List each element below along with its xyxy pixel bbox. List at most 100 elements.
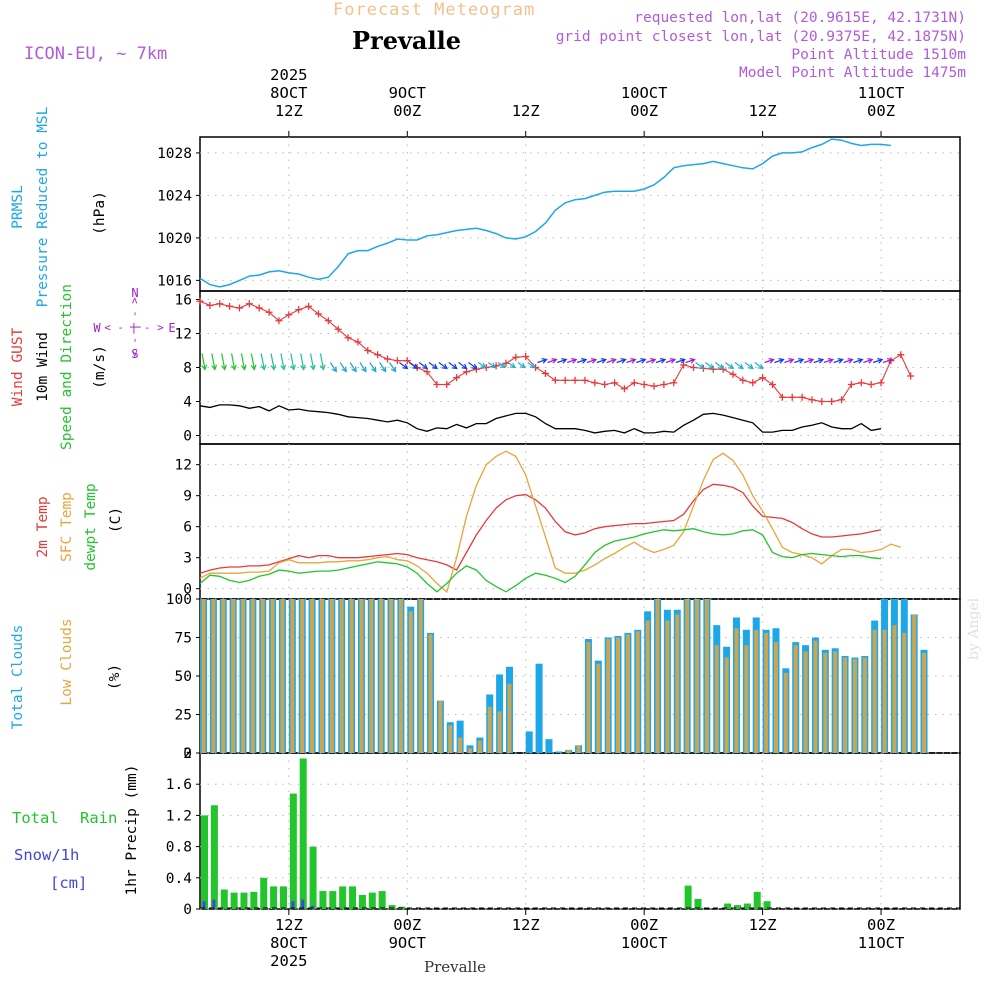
bottom-time-label-0-0: 12Z — [275, 916, 303, 934]
wind-arrow-head — [867, 358, 874, 364]
low-cloud-bar — [902, 632, 907, 753]
gust-marker — [581, 376, 589, 384]
clouds-ytick-label-0: 0 — [183, 746, 192, 762]
gust-marker — [196, 297, 204, 305]
wind-arrow-shaft — [774, 358, 784, 364]
wind-10m-label: 10m Wind — [35, 332, 51, 402]
wind-arrow-head — [698, 363, 705, 370]
top-time-label-0-0: 2025 — [270, 66, 307, 84]
pressure-frame — [199, 136, 961, 292]
wind-arrow-head — [422, 363, 429, 370]
gust-marker — [660, 381, 668, 388]
wind-arrow-head — [319, 364, 326, 371]
wind-arrow-shaft — [764, 358, 774, 364]
wind-ytick-label-0: 0 — [183, 429, 192, 445]
low-cloud-bar — [270, 599, 275, 753]
wind-arrow-shaft — [221, 353, 226, 370]
requested-coords: requested lon,lat (20.9615E, 42.1731N) — [634, 10, 966, 26]
wind-direction-arrow — [389, 362, 397, 373]
top-time-label-1-0: 9OCT — [389, 84, 426, 102]
gust-marker — [778, 393, 786, 401]
low-cloud-bar — [823, 652, 828, 753]
wind-arrow-shaft — [784, 358, 794, 364]
rain-bar — [220, 889, 228, 909]
precip-rain-label: Rain — [80, 809, 117, 827]
wind-direction-arrow — [260, 353, 267, 371]
wind-arrow-shaft — [665, 358, 676, 364]
wind-arrow-head — [561, 358, 568, 364]
wind-arrow-head — [798, 358, 805, 364]
low-cloud-bar — [398, 599, 403, 753]
low-cloud-bar — [685, 599, 690, 753]
wind-direction-arrow — [379, 362, 387, 373]
pressure-unit-label: (hPa) — [92, 191, 108, 235]
compass-n: N — [131, 286, 138, 300]
compass-s: S — [131, 347, 138, 361]
temperature-ytick-label-1: 3 — [183, 551, 192, 567]
wind-arrow-head — [571, 358, 578, 364]
wind-direction-arrow — [458, 362, 468, 370]
wind-arrow-shaft — [567, 358, 577, 364]
low-cloud-bar — [635, 631, 640, 753]
wind-arrow-shaft — [201, 353, 206, 370]
pressure-reduced-label: Pressure Reduced to MSL — [35, 106, 51, 307]
gust-marker — [749, 379, 757, 387]
low-cloud-bar — [833, 651, 838, 753]
wind-arrow-shaft — [695, 362, 704, 369]
wind-arrow-head — [490, 362, 497, 369]
wind-direction-arrow — [636, 358, 647, 364]
wind-direction-arrow — [557, 358, 568, 364]
low-cloud-bar — [655, 599, 660, 753]
low-cloud-bar — [507, 683, 512, 753]
wind-direction-arrow — [626, 358, 637, 364]
gust-marker — [295, 306, 303, 314]
wind-arrow-head — [230, 364, 237, 371]
wind-arrow-head — [240, 364, 247, 371]
rain-bar — [388, 905, 396, 909]
precip-ytick-label-3: 1.2 — [166, 808, 192, 824]
gust-marker — [768, 381, 776, 388]
gust-marker — [838, 396, 846, 404]
wind-direction-arrow — [754, 362, 764, 370]
pressure-ytick-label-0: 1016 — [157, 273, 192, 289]
wind-arrow-head — [201, 364, 208, 371]
precip-snow-label: Snow/1h — [14, 846, 79, 864]
wind-arrow-shaft — [833, 358, 843, 364]
low-cloud-bar — [418, 599, 423, 753]
precip-ytick-label-4: 1.6 — [166, 777, 192, 793]
wind-arrow-head — [441, 363, 448, 370]
wind-arrow-head — [650, 358, 657, 364]
low-cloud-bar — [734, 628, 739, 753]
low-cloud-bar — [783, 672, 788, 753]
gust-marker — [314, 310, 322, 318]
wind-arrow-head — [290, 364, 296, 371]
wind-arrow-shaft — [438, 362, 448, 369]
top-time-label-5-0: 11OCT — [858, 84, 905, 102]
rain-bar — [358, 894, 366, 909]
total-clouds-label: Total Clouds — [10, 625, 26, 730]
low-cloud-bar — [793, 645, 798, 753]
bottom-time-label-3-0: 00Z — [630, 916, 658, 934]
gust-marker — [798, 393, 806, 401]
low-cloud-bar — [852, 659, 857, 753]
wind-arrow-shaft — [270, 353, 275, 370]
wind-arrow-head — [500, 362, 507, 369]
wind-arrow-head — [827, 358, 835, 364]
wind-arrow-head — [380, 366, 387, 373]
gust-marker — [443, 381, 451, 388]
pressure-ytick-label-2: 1024 — [157, 188, 192, 204]
wind-direction-arrow — [695, 362, 705, 370]
low-cloud-bar — [872, 629, 877, 753]
low-cloud-bar — [389, 599, 394, 753]
gust-marker — [611, 379, 619, 387]
gust-marker — [591, 379, 599, 387]
wind-direction-arrow — [230, 353, 237, 371]
rain-bar — [289, 793, 297, 909]
wind-arrow-shaft — [853, 358, 863, 364]
wind-direction-arrow — [872, 358, 884, 364]
gust-marker — [680, 361, 688, 369]
bottom-time-label-2-0: 12Z — [512, 916, 540, 934]
low-cloud-bar — [665, 620, 670, 753]
wind-arrow-shaft — [458, 362, 467, 369]
gust-marker — [324, 317, 332, 325]
